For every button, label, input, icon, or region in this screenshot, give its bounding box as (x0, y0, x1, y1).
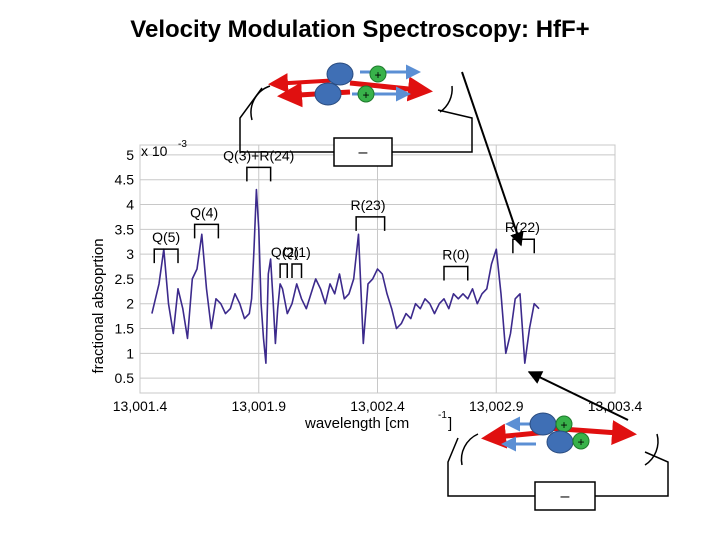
top-f-atom-2 (357, 85, 375, 103)
x-axis-label-suffix: ] (448, 415, 452, 432)
series-group (151, 188, 540, 365)
top-minus: – (359, 144, 368, 161)
y-tick-label: 3 (126, 246, 134, 262)
y-tick-label: 1 (126, 345, 134, 361)
annotation-label: R(0) (442, 247, 469, 263)
y-tick-label: 5 (126, 147, 134, 163)
bottom-schematic: + + – (447, 371, 669, 511)
top-f-atom-1 (369, 65, 387, 83)
x-tick-label: 13,003.4 (588, 398, 643, 414)
y-multiplier-label: x 10 (141, 143, 168, 159)
annotation-labels: Q(5) Q(4) Q(3)+R(24) Q(2)Q(1) R(23) R(0) R(22) (152, 147, 540, 262)
top-plus-1: + (374, 68, 381, 82)
bottom-plus-2: + (577, 435, 584, 449)
x-axis-label: wavelength [cm (304, 415, 409, 432)
top-red-arrow-right (349, 76, 433, 102)
annotation-label: Q(5) (152, 229, 180, 245)
bottom-hf-atom-1 (529, 412, 557, 436)
top-schematic: + + – (239, 62, 524, 247)
annotation-label: Q(4) (190, 204, 218, 220)
bottom-right-electrode (644, 433, 659, 466)
top-left-electrode (250, 85, 271, 121)
y-tick-label: 2.5 (115, 271, 135, 287)
annotation-label: R(22) (505, 219, 540, 235)
annotation-bracket (246, 166, 272, 182)
annotation-bracket (153, 248, 179, 264)
bottom-hf-atom-2 (546, 430, 574, 454)
annotation-bracket (279, 263, 288, 279)
y-tick-label: 0.5 (115, 370, 135, 386)
y-tick-label: 3.5 (115, 221, 135, 237)
top-hf-atom-1 (326, 62, 354, 86)
annotation-label: R(23) (350, 197, 385, 213)
series-line (151, 188, 540, 365)
chart: 0.511.522.533.544.55 13,001.4 13,001.9 13,… (90, 139, 642, 432)
x-tick-labels: 13,001.4 13,001.9 13,002.4 13,002.9 13,003.4 (113, 398, 643, 414)
annotation-label: Q(3)+R(24) (223, 147, 294, 163)
x-tick-label: 13,001.4 (113, 398, 168, 414)
y-tick-labels: 0.5 1 1.5 2 2.5 3 3.5 4 4.5 5 (115, 147, 135, 386)
top-right-electrode (439, 85, 453, 113)
top-plus-2: + (362, 88, 369, 102)
top-pointer-arrow (461, 71, 524, 247)
annotation-bracket (291, 263, 303, 279)
bottom-pointer-arrow (527, 371, 629, 421)
x-tick-label: 13,002.4 (350, 398, 405, 414)
annotation-label: Q(2) (271, 244, 299, 260)
annotation-bracket (193, 223, 220, 239)
bottom-power-supply (534, 481, 596, 511)
bottom-plus-1: + (560, 418, 567, 432)
y-multiplier-exponent: -3 (178, 139, 187, 150)
y-tick-label: 1.5 (115, 321, 135, 337)
y-tick-label: 2 (126, 296, 134, 312)
y-axis-label: fractional absoprtion (90, 238, 107, 373)
slide-title: Velocity Modulation Spectroscopy: HfF+ (130, 16, 590, 43)
y-tick-label: 4.5 (115, 172, 135, 188)
x-tick-label: 13,002.9 (469, 398, 524, 414)
annotation-label: Q(1) (283, 244, 311, 260)
x-axis-label-superscript: -1 (438, 410, 447, 421)
y-tick-label: 4 (126, 197, 134, 213)
top-hf-atom-2 (314, 82, 342, 106)
bottom-left-electrode (460, 433, 479, 466)
bottom-minus: – (561, 488, 570, 505)
top-power-supply (333, 137, 393, 167)
annotation-bracket (443, 265, 469, 281)
top-red-arrow-left-2 (268, 73, 341, 94)
annotation-bracket (355, 216, 386, 231)
x-tick-label: 13,001.9 (232, 398, 287, 414)
bottom-f-atom-2 (572, 432, 590, 450)
